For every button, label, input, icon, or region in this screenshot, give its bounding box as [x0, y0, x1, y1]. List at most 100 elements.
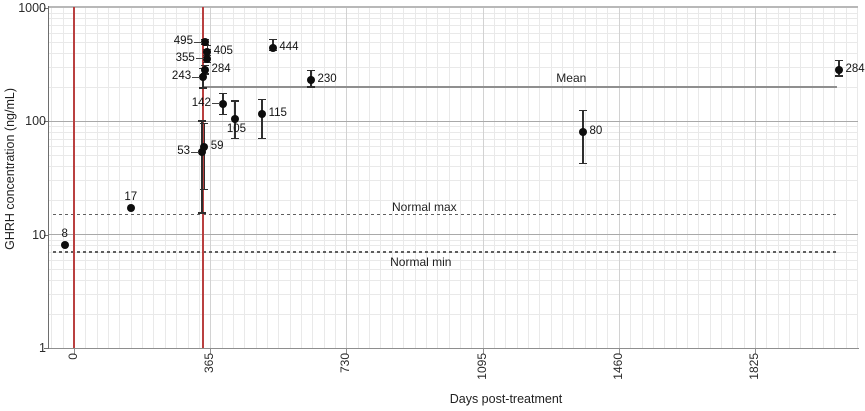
error-bar-cap	[578, 163, 587, 165]
gridline-minor-vertical	[380, 7, 382, 348]
error-bar-cap	[200, 122, 209, 125]
gridline-minor-vertical	[142, 7, 144, 348]
label-leader-line	[211, 103, 220, 105]
gridline-major-horizontal	[49, 120, 858, 122]
gridline-minor-vertical	[232, 7, 234, 348]
label-leader-line	[193, 41, 202, 43]
error-bar-cap	[200, 64, 209, 66]
gridline-minor-vertical	[630, 7, 632, 348]
gridline-minor-vertical	[698, 7, 700, 348]
data-point	[230, 114, 239, 123]
gridline-minor-horizontal	[49, 268, 858, 270]
error-bar-cap	[200, 39, 209, 41]
gridline-minor-vertical	[278, 7, 280, 348]
gridline-minor-vertical	[323, 7, 325, 348]
gridline-minor-vertical	[562, 7, 564, 348]
error-bar	[202, 68, 204, 89]
reference-line-normal_min	[53, 251, 838, 253]
data-point	[126, 204, 135, 213]
gridline-minor-horizontal	[49, 239, 858, 241]
gridline-minor-horizontal	[49, 166, 858, 168]
gridline-minor-horizontal	[49, 252, 858, 254]
data-point-label: 80	[589, 124, 603, 137]
gridline-minor-horizontal	[49, 138, 858, 140]
gridline-minor-vertical	[686, 7, 688, 348]
error-bar	[201, 121, 203, 213]
gridline-minor-horizontal	[49, 313, 858, 315]
data-point-label: 284	[845, 62, 865, 75]
gridline-minor-vertical	[777, 7, 779, 348]
gridline-major-vertical	[755, 7, 756, 348]
data-point	[258, 110, 267, 119]
error-bar-cap	[202, 61, 211, 63]
error-bar	[206, 45, 208, 56]
gridline-minor-vertical	[119, 7, 121, 348]
error-bar	[204, 39, 206, 45]
gridline-minor-vertical	[448, 7, 450, 348]
data-point	[197, 148, 206, 157]
mean-line-label: Mean	[556, 70, 587, 85]
gridline-major-vertical	[618, 7, 620, 348]
data-point-label: 142	[191, 96, 211, 109]
gridline-minor-horizontal	[49, 126, 858, 128]
gridline-minor-horizontal	[49, 18, 858, 20]
error-bar-cap	[200, 44, 209, 46]
gridline-minor-vertical	[857, 7, 859, 348]
gridline-minor-vertical	[766, 7, 768, 348]
data-point-label: 444	[279, 40, 299, 53]
data-point	[202, 54, 211, 63]
x-tick-label: 1825	[747, 353, 761, 380]
data-point-label: 495	[173, 35, 193, 48]
error-bar	[582, 110, 584, 164]
error-bar-cap	[834, 60, 843, 62]
gridline-minor-horizontal	[49, 245, 858, 247]
reference-line-mean	[203, 85, 838, 89]
error-bar-cap	[200, 73, 209, 75]
gridline-minor-vertical	[811, 7, 813, 348]
gridline-minor-vertical	[301, 7, 302, 348]
gridline-minor-vertical	[130, 7, 132, 348]
data-point-label: 355	[175, 51, 195, 64]
gridline-minor-vertical	[584, 7, 586, 348]
data-point-label: 59	[210, 140, 224, 152]
data-point-label: 230	[317, 72, 337, 85]
error-bar-cap	[203, 54, 212, 56]
x-tick-label: 365	[202, 353, 217, 374]
gridline-minor-vertical	[369, 7, 371, 348]
gridline-minor-vertical	[845, 7, 847, 348]
gridline-minor-vertical	[596, 7, 598, 348]
error-bar	[310, 70, 312, 87]
gridline-minor-vertical	[709, 7, 711, 348]
data-point	[199, 73, 208, 82]
gridline-minor-vertical	[471, 7, 473, 348]
normal-min-label: Normal min	[390, 255, 452, 270]
gridline-minor-vertical	[51, 7, 53, 348]
error-bar-cap	[834, 75, 843, 77]
error-bar-cap	[306, 86, 315, 88]
gridline-minor-vertical	[664, 7, 666, 348]
gridline-major-horizontal	[49, 234, 858, 236]
gridline-minor-vertical	[391, 7, 393, 348]
x-axis-line	[44, 348, 859, 350]
data-point-label: 405	[213, 45, 233, 58]
y-axis-line	[48, 6, 50, 349]
gridline-major-vertical	[346, 7, 348, 348]
gridline-minor-vertical	[516, 7, 518, 348]
x-tick-label: 1460	[610, 353, 625, 380]
y-tick-label: 1000	[18, 0, 46, 15]
data-point	[306, 75, 315, 84]
data-point-label: 17	[124, 191, 138, 204]
error-bar-cap	[578, 109, 587, 112]
normal-max-label: Normal max	[392, 199, 457, 214]
error-bar-cap	[199, 87, 208, 89]
data-point	[60, 241, 69, 250]
gridline-minor-vertical	[266, 7, 268, 348]
gridline-major-vertical	[210, 7, 212, 348]
gridline-minor-vertical	[641, 7, 643, 348]
error-bar-cap	[197, 212, 206, 214]
x-tick-label: 730	[338, 353, 353, 374]
gridline-minor-vertical	[244, 7, 246, 348]
gridline-minor-vertical	[789, 7, 791, 348]
gridline-minor-vertical	[357, 7, 359, 348]
